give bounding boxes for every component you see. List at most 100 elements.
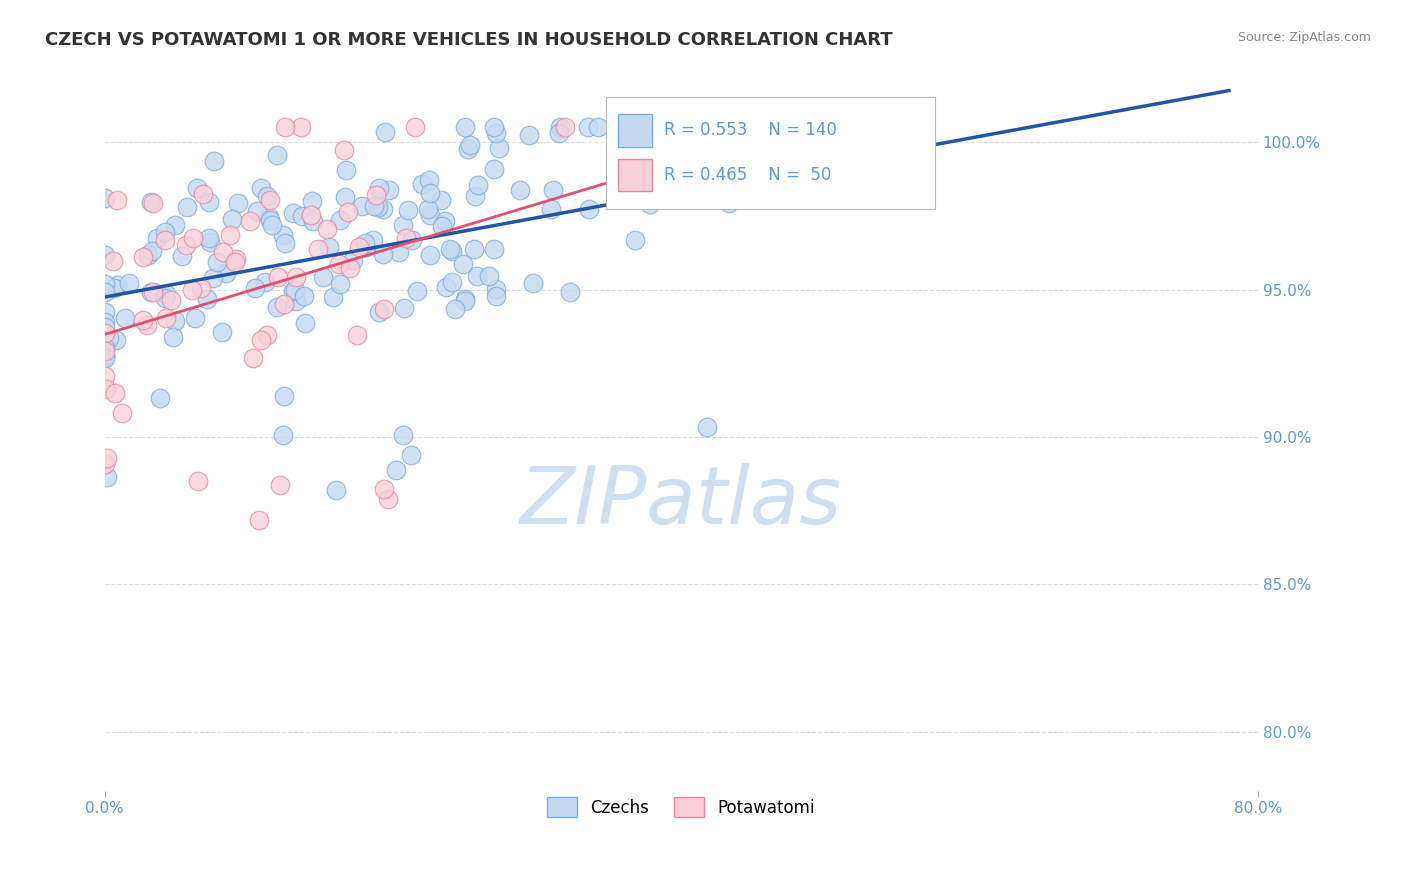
Point bbox=[509, 183, 531, 197]
Point bbox=[271, 427, 294, 442]
Point bbox=[132, 250, 155, 264]
Point bbox=[256, 188, 278, 202]
Point bbox=[257, 210, 280, 224]
Point bbox=[302, 214, 325, 228]
Point bbox=[315, 222, 337, 236]
Point bbox=[352, 199, 374, 213]
Point bbox=[436, 280, 458, 294]
Point bbox=[441, 244, 464, 258]
Text: ZIPatlas: ZIPatlas bbox=[520, 463, 842, 541]
Point bbox=[464, 188, 486, 202]
Point bbox=[93, 285, 115, 299]
Point bbox=[117, 276, 139, 290]
Point bbox=[155, 287, 177, 301]
Point bbox=[432, 219, 454, 233]
Point bbox=[176, 201, 198, 215]
Point bbox=[578, 202, 600, 217]
Point bbox=[458, 137, 481, 152]
Point bbox=[93, 349, 115, 363]
Point bbox=[396, 203, 419, 218]
Point bbox=[717, 196, 740, 211]
Point bbox=[318, 240, 340, 254]
Point bbox=[215, 266, 238, 280]
Point bbox=[290, 120, 312, 135]
Point bbox=[291, 209, 314, 223]
Point bbox=[142, 195, 165, 210]
Point bbox=[114, 310, 136, 325]
Point bbox=[294, 317, 316, 331]
Point bbox=[174, 238, 197, 252]
Point bbox=[93, 319, 115, 334]
Point bbox=[155, 311, 177, 326]
Point bbox=[325, 483, 347, 497]
Point bbox=[262, 218, 284, 232]
Point bbox=[418, 202, 440, 216]
Point bbox=[271, 227, 294, 242]
Point bbox=[197, 292, 219, 306]
Point bbox=[93, 327, 115, 342]
Point bbox=[243, 281, 266, 295]
Point bbox=[93, 368, 115, 383]
Point bbox=[259, 213, 281, 227]
Point bbox=[457, 142, 479, 156]
Point bbox=[454, 120, 477, 135]
Point bbox=[696, 419, 718, 434]
Point bbox=[540, 202, 562, 216]
Point bbox=[198, 194, 221, 209]
Point bbox=[226, 196, 249, 211]
Point bbox=[242, 351, 264, 365]
Point bbox=[249, 513, 271, 527]
Point bbox=[312, 269, 335, 284]
Point bbox=[191, 187, 214, 202]
Point bbox=[187, 474, 209, 488]
Point bbox=[181, 231, 204, 245]
Text: R = 0.553    N = 140: R = 0.553 N = 140 bbox=[664, 121, 837, 139]
Point bbox=[96, 470, 118, 484]
Point bbox=[284, 293, 307, 308]
Point bbox=[332, 143, 354, 157]
Point bbox=[364, 188, 387, 202]
Point bbox=[346, 327, 368, 342]
Point bbox=[170, 249, 193, 263]
Point bbox=[454, 294, 477, 309]
Point bbox=[522, 276, 544, 290]
Point bbox=[354, 235, 377, 250]
Point bbox=[153, 225, 176, 239]
Point bbox=[283, 206, 305, 220]
Point bbox=[465, 268, 488, 283]
Point bbox=[146, 231, 169, 245]
FancyBboxPatch shape bbox=[617, 114, 652, 146]
Point bbox=[190, 280, 212, 294]
Point bbox=[322, 290, 344, 304]
Point bbox=[335, 163, 357, 178]
Point bbox=[443, 301, 465, 316]
Point bbox=[104, 385, 127, 400]
Point bbox=[103, 254, 125, 268]
Point bbox=[141, 195, 163, 210]
Point bbox=[418, 172, 440, 186]
Point bbox=[186, 180, 208, 194]
Text: CZECH VS POTAWATOMI 1 OR MORE VEHICLES IN HOUSEHOLD CORRELATION CHART: CZECH VS POTAWATOMI 1 OR MORE VEHICLES I… bbox=[45, 31, 893, 49]
Point bbox=[373, 202, 395, 216]
Point bbox=[541, 183, 564, 197]
Point bbox=[105, 193, 128, 207]
Point bbox=[392, 428, 415, 442]
Point bbox=[149, 391, 172, 405]
Point bbox=[142, 285, 165, 299]
Point bbox=[388, 245, 411, 260]
Point bbox=[377, 182, 399, 196]
Point bbox=[202, 154, 225, 169]
Point bbox=[110, 406, 132, 420]
Point bbox=[105, 278, 128, 293]
Point bbox=[411, 178, 433, 192]
Point bbox=[93, 351, 115, 365]
Point bbox=[588, 120, 610, 135]
Point bbox=[274, 120, 297, 135]
Point bbox=[339, 261, 361, 276]
Point bbox=[98, 331, 121, 345]
Point bbox=[259, 194, 281, 208]
Point bbox=[558, 285, 581, 300]
Text: R = 0.465    N =  50: R = 0.465 N = 50 bbox=[664, 166, 831, 184]
Point bbox=[419, 248, 441, 262]
Point bbox=[184, 311, 207, 326]
